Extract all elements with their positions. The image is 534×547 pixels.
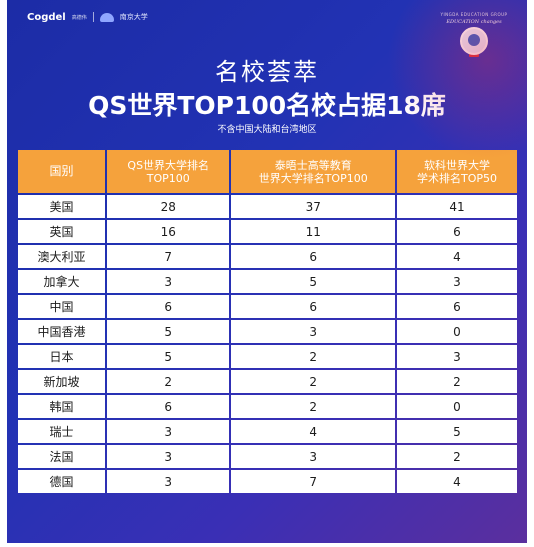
cell-the: 4	[231, 420, 395, 443]
cell-the: 37	[231, 195, 395, 218]
table-row: 新加坡 2 2 2	[18, 370, 517, 393]
cell-qs: 6	[107, 395, 230, 418]
cell-the: 6	[231, 245, 395, 268]
cell-the: 6	[231, 295, 395, 318]
cell-arwu: 2	[396, 445, 517, 468]
header-arwu: 软科世界大学 学术排名TOP50	[396, 150, 517, 193]
cell-qs: 3	[107, 270, 230, 293]
cell-arwu: 2	[396, 370, 517, 393]
cell-qs: 5	[107, 345, 230, 368]
cell-the: 3	[231, 320, 395, 343]
cell-arwu: 0	[396, 320, 517, 343]
cell-country: 瑞士	[18, 420, 105, 443]
education-slogan: EDUCATION changes	[446, 19, 502, 25]
table-header-row: 国别 QS世界大学排名 TOP100 泰晤士高等教育 世界大学排名TOP100 …	[18, 150, 517, 193]
table-row: 澳大利亚 7 6 4	[18, 245, 517, 268]
crest-ribbon-icon	[469, 53, 479, 57]
header-country: 国别	[18, 150, 105, 193]
cell-arwu: 6	[396, 295, 517, 318]
cell-the: 3	[231, 445, 395, 468]
cell-the: 2	[231, 395, 395, 418]
cell-qs: 3	[107, 445, 230, 468]
cell-country: 法国	[18, 445, 105, 468]
cell-qs: 3	[107, 420, 230, 443]
cell-qs: 28	[107, 195, 230, 218]
title-note: 不含中国大陆和台湾地区	[217, 125, 317, 135]
table-row: 瑞士 3 4 5	[18, 420, 517, 443]
table-row: 德国 3 7 4	[18, 470, 517, 493]
top-logo-bar: Cogdel 高德伟 南京大学	[27, 10, 148, 24]
cell-arwu: 3	[396, 345, 517, 368]
university-emblem-icon	[99, 12, 114, 22]
cell-the: 2	[231, 345, 395, 368]
cell-qs: 3	[107, 470, 230, 493]
logo-divider	[92, 12, 94, 22]
cell-country: 加拿大	[18, 270, 105, 293]
cell-arwu: 3	[396, 270, 517, 293]
school-crest-icon	[460, 27, 488, 55]
education-logo: YINGDA EDUCATION GROUP EDUCATION changes	[439, 12, 509, 57]
page-title: 名校荟萃	[215, 58, 319, 86]
university-logo: 南京大学	[119, 13, 148, 21]
cell-country: 日本	[18, 345, 105, 368]
cogdel-logo-sub: 高德伟	[71, 14, 87, 21]
cell-arwu: 6	[396, 220, 517, 243]
cell-country: 新加坡	[18, 370, 105, 393]
table-row: 中国香港 5 3 0	[18, 320, 517, 343]
table-row: 韩国 6 2 0	[18, 395, 517, 418]
cell-country: 美国	[18, 195, 105, 218]
table-row: 中国 6 6 6	[18, 295, 517, 318]
header-arwu-label: 软科世界大学 学术排名TOP50	[416, 158, 497, 185]
cogdel-logo: Cogdel	[27, 11, 66, 23]
header-country-label: 国别	[49, 164, 74, 178]
cell-the: 7	[231, 470, 395, 493]
cell-the: 11	[231, 220, 395, 243]
cell-country: 英国	[18, 220, 105, 243]
page-headline: QS世界TOP100名校占据18席	[88, 91, 446, 120]
cell-arwu: 41	[396, 195, 517, 218]
cell-qs: 5	[107, 320, 230, 343]
header-qs-label: QS世界大学排名 TOP100	[127, 158, 210, 185]
cell-the: 5	[231, 270, 395, 293]
cell-country: 中国香港	[18, 320, 105, 343]
cell-qs: 7	[107, 245, 230, 268]
cell-arwu: 0	[396, 395, 517, 418]
cell-country: 韩国	[18, 395, 105, 418]
table-row: 英国 16 11 6	[18, 220, 517, 243]
table-row: 加拿大 3 5 3	[18, 270, 517, 293]
table-row: 美国 28 37 41	[18, 195, 517, 218]
cell-qs: 16	[107, 220, 230, 243]
header-qs: QS世界大学排名 TOP100	[107, 150, 230, 193]
group-name: YINGDA EDUCATION GROUP	[440, 12, 508, 17]
infographic-card: Cogdel 高德伟 南京大学 YINGDA EDUCATION GROUP E…	[7, 0, 527, 543]
ranking-table: 国别 QS世界大学排名 TOP100 泰晤士高等教育 世界大学排名TOP100 …	[16, 148, 519, 495]
cell-the: 2	[231, 370, 395, 393]
cell-arwu: 4	[396, 245, 517, 268]
cell-arwu: 5	[396, 420, 517, 443]
cell-qs: 6	[107, 295, 230, 318]
table-row: 法国 3 3 2	[18, 445, 517, 468]
cell-country: 澳大利亚	[18, 245, 105, 268]
header-the: 泰晤士高等教育 世界大学排名TOP100	[231, 150, 395, 193]
cell-arwu: 4	[396, 470, 517, 493]
cell-country: 中国	[18, 295, 105, 318]
cell-qs: 2	[107, 370, 230, 393]
header-the-label: 泰晤士高等教育 世界大学排名TOP100	[258, 158, 368, 185]
table-row: 日本 5 2 3	[18, 345, 517, 368]
cell-country: 德国	[18, 470, 105, 493]
